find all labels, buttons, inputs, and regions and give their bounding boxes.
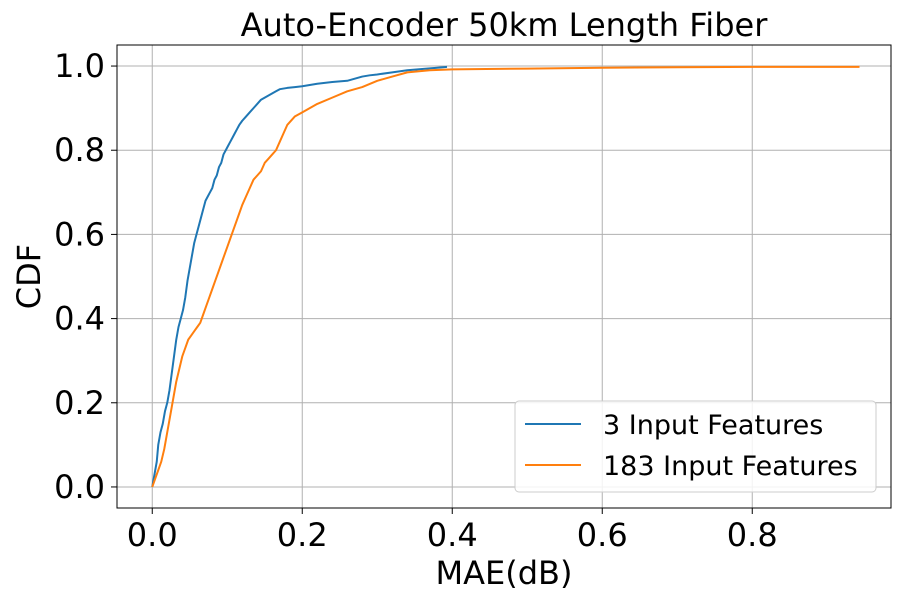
- legend-label: 3 Input Features: [603, 410, 823, 441]
- x-tick-label: 0.2: [277, 516, 328, 554]
- y-tick-label: 0.0: [54, 468, 105, 506]
- chart-title: Auto-Encoder 50km Length Fiber: [241, 6, 769, 44]
- series-lines: [151, 65, 860, 488]
- x-tick-label: 0.0: [127, 516, 178, 554]
- grid-lines: [117, 45, 891, 508]
- y-tick-label: 0.8: [54, 131, 105, 169]
- y-axis-title: CDF: [10, 244, 48, 309]
- series-line-2: [151, 65, 860, 488]
- y-tick-label: 0.6: [54, 215, 105, 253]
- y-tick-label: 1.0: [54, 47, 105, 85]
- legend-box: [514, 400, 877, 493]
- legend: 3 Input Features 183 Input Features: [514, 400, 877, 493]
- plot-frame: [116, 44, 892, 509]
- x-tick-label: 0.6: [577, 516, 628, 554]
- y-tick-label: 0.4: [54, 300, 105, 338]
- x-tick-label: 0.8: [727, 516, 778, 554]
- x-tick-label: 0.4: [427, 516, 478, 554]
- legend-label: 183 Input Features: [603, 451, 858, 482]
- axis-ticks: 0.0 0.2 0.4 0.6 0.8 0.0 0.2 0.4 0.6 0.8 1.0: [54, 47, 778, 554]
- y-tick-label: 0.2: [54, 384, 105, 422]
- series-line-1: [151, 65, 448, 488]
- x-axis-title: MAE(dB): [436, 554, 573, 592]
